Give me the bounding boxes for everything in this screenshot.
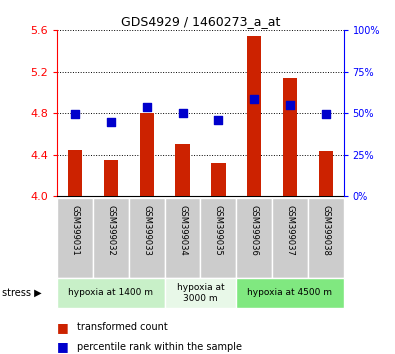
Text: ■: ■	[57, 321, 69, 334]
Point	[144, 104, 150, 110]
Text: stress ▶: stress ▶	[2, 288, 41, 298]
Bar	[139, 113, 154, 196]
Point	[251, 96, 257, 102]
Text: transformed count: transformed count	[77, 322, 168, 332]
Bar	[165, 198, 201, 278]
Text: hypoxia at 1400 m: hypoxia at 1400 m	[68, 289, 154, 297]
Bar	[57, 198, 93, 278]
Point	[287, 102, 293, 108]
Bar	[319, 151, 333, 196]
Text: GSM399035: GSM399035	[214, 205, 223, 255]
Bar	[236, 198, 272, 278]
Text: GSM399036: GSM399036	[250, 205, 259, 256]
Bar	[165, 278, 236, 308]
Text: GSM399033: GSM399033	[142, 205, 151, 256]
Text: GSM399038: GSM399038	[321, 205, 330, 256]
Bar	[175, 144, 190, 196]
Text: GSM399031: GSM399031	[71, 205, 80, 255]
Text: percentile rank within the sample: percentile rank within the sample	[77, 342, 242, 352]
Text: GSM399037: GSM399037	[286, 205, 294, 256]
Text: hypoxia at 4500 m: hypoxia at 4500 m	[247, 289, 333, 297]
Bar	[211, 163, 226, 196]
Point	[215, 117, 222, 122]
Text: ■: ■	[57, 341, 69, 353]
Bar	[104, 160, 118, 196]
Bar	[236, 278, 344, 308]
Bar	[247, 36, 261, 196]
Bar	[283, 78, 297, 196]
Bar	[308, 198, 344, 278]
Bar	[201, 198, 236, 278]
Point	[323, 112, 329, 117]
Bar	[272, 198, 308, 278]
Point	[72, 112, 78, 117]
Bar	[68, 150, 82, 196]
Bar	[57, 278, 165, 308]
Point	[179, 110, 186, 116]
Title: GDS4929 / 1460273_a_at: GDS4929 / 1460273_a_at	[121, 15, 280, 28]
Bar	[129, 198, 165, 278]
Text: GSM399034: GSM399034	[178, 205, 187, 255]
Text: hypoxia at
3000 m: hypoxia at 3000 m	[177, 283, 224, 303]
Bar	[93, 198, 129, 278]
Text: GSM399032: GSM399032	[107, 205, 115, 255]
Point	[108, 119, 114, 125]
